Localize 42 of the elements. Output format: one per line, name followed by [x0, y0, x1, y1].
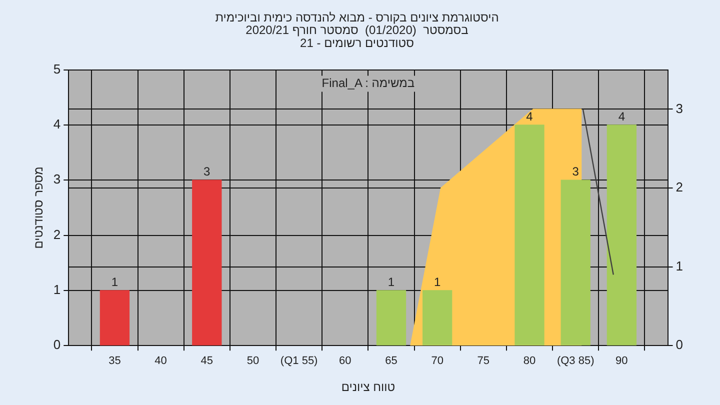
x-tick-label: 90 — [616, 355, 628, 368]
bar — [100, 290, 130, 346]
data-label: 3 — [572, 164, 580, 178]
x-tick-label: (Q1 55) — [280, 355, 318, 368]
x-tick-label: 60 — [339, 355, 352, 368]
x-tick-label: 75 — [477, 355, 490, 368]
y2-tick-label: 1 — [676, 258, 684, 274]
x-tick-label: 65 — [385, 355, 398, 368]
y-tick-label: 1 — [53, 282, 61, 298]
y2-tick-label: 2 — [676, 180, 684, 195]
y-tick-label: 2 — [53, 226, 61, 242]
bar — [606, 124, 637, 346]
x-tick-label: 70 — [431, 355, 444, 368]
data-label: 1 — [434, 274, 441, 289]
data-label: 1 — [111, 274, 118, 289]
y-tick-label: 0 — [53, 337, 61, 352]
data-label: 1 — [388, 274, 395, 289]
data-label: 4 — [526, 109, 534, 124]
x-tick-label: 50 — [246, 355, 260, 368]
bar — [514, 124, 544, 346]
x-tick-label: (Q3 85) — [556, 355, 594, 368]
data-label: 3 — [204, 164, 211, 178]
text: סטודנטים רשומים - 21 — [300, 36, 414, 50]
x-tick-label: 40 — [154, 355, 167, 368]
x-tick-label: 45 — [200, 355, 214, 368]
x-tick-label: 80 — [523, 355, 536, 368]
y2-tick-label: 3 — [676, 100, 684, 116]
annotation: Final_A : במשימה — [322, 76, 415, 90]
text: היסטוגרמת ציונים בקורס - מבוא להנדסה כימית וביוכימית — [215, 10, 499, 25]
bar — [422, 290, 452, 346]
y-tick-label: 4 — [53, 116, 61, 132]
data-label: 4 — [618, 109, 626, 124]
y2-tick-label: 0 — [676, 337, 684, 352]
bar — [192, 180, 222, 346]
y-tick-label: 3 — [53, 172, 61, 187]
bar — [376, 290, 406, 346]
x-axis-title: טווח ציונים — [341, 380, 396, 394]
y-tick-label: 5 — [53, 61, 61, 76]
text: בסמסטר (01/2020) סמסטר חורף 2020/21 — [246, 23, 468, 38]
x-tick-label: 35 — [108, 355, 121, 368]
bar — [560, 180, 590, 346]
y-axis-title: מספר סטודנטים — [32, 166, 46, 249]
